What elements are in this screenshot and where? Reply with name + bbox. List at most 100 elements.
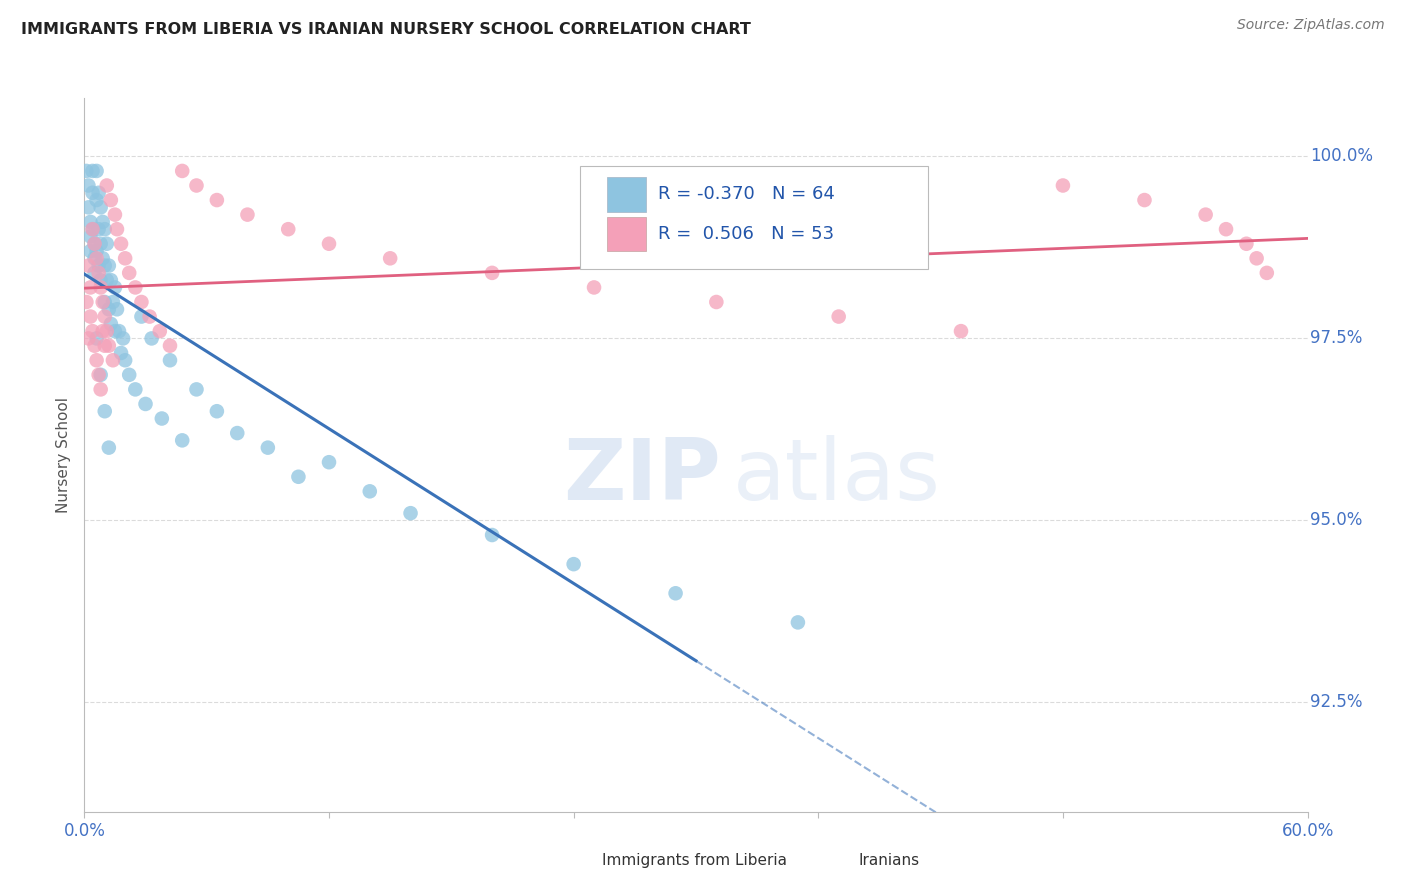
Point xyxy=(97,259,120,273)
Point xyxy=(108,324,131,338)
Point xyxy=(82,186,104,200)
Point xyxy=(87,186,110,200)
Point xyxy=(380,252,402,266)
Bar xyxy=(606,217,645,251)
Point xyxy=(172,164,194,178)
Point xyxy=(205,193,228,207)
Point xyxy=(87,266,110,280)
Text: 100.0%: 100.0% xyxy=(1310,147,1374,165)
Point xyxy=(77,200,100,214)
Point xyxy=(399,506,422,520)
Point xyxy=(97,339,120,353)
Point xyxy=(1256,266,1278,280)
Point xyxy=(79,280,101,294)
Point xyxy=(205,404,228,418)
Point xyxy=(101,295,124,310)
Point xyxy=(83,236,105,251)
Text: 97.5%: 97.5% xyxy=(1310,329,1362,347)
Point xyxy=(226,426,249,441)
Point xyxy=(118,368,141,382)
Point xyxy=(1133,193,1156,207)
Point xyxy=(86,331,108,345)
Point xyxy=(97,441,120,455)
Text: 95.0%: 95.0% xyxy=(1310,511,1362,530)
Point xyxy=(135,397,157,411)
Point xyxy=(950,324,973,338)
Point xyxy=(93,310,115,324)
Point xyxy=(186,383,208,397)
Point xyxy=(582,280,605,294)
Point xyxy=(91,215,114,229)
Point xyxy=(172,434,194,448)
Point xyxy=(112,331,135,345)
Point xyxy=(481,266,503,280)
Point xyxy=(96,236,118,251)
Point xyxy=(704,295,728,310)
Point xyxy=(93,222,115,236)
Point xyxy=(97,302,120,317)
Point xyxy=(481,528,503,542)
Point xyxy=(110,236,132,251)
Point xyxy=(257,441,280,455)
Point xyxy=(87,259,110,273)
Point xyxy=(90,273,112,287)
Point xyxy=(90,280,112,294)
Point xyxy=(90,236,112,251)
Point xyxy=(86,252,108,266)
Point xyxy=(86,244,108,258)
Point xyxy=(86,164,108,178)
Point xyxy=(104,324,127,338)
Point xyxy=(90,368,112,382)
Point xyxy=(82,222,104,236)
Point xyxy=(1195,208,1218,222)
Point xyxy=(100,273,122,287)
Bar xyxy=(606,178,645,211)
Point xyxy=(77,331,100,345)
Point xyxy=(75,164,97,178)
Point xyxy=(114,252,136,266)
Point xyxy=(82,324,104,338)
Bar xyxy=(824,849,851,871)
Point xyxy=(105,222,128,236)
Point xyxy=(96,324,118,338)
Point xyxy=(77,178,100,193)
Point xyxy=(131,310,153,324)
Point xyxy=(83,252,105,266)
Text: 92.5%: 92.5% xyxy=(1310,693,1362,712)
Point xyxy=(77,259,100,273)
Point xyxy=(104,208,127,222)
Point xyxy=(105,302,128,317)
Point xyxy=(91,252,114,266)
Point xyxy=(159,353,181,368)
Point xyxy=(1052,178,1074,193)
Point xyxy=(101,353,124,368)
Point xyxy=(93,259,115,273)
Point xyxy=(96,273,118,287)
Point xyxy=(75,295,97,310)
Point xyxy=(318,455,340,469)
FancyBboxPatch shape xyxy=(579,166,928,269)
Text: Source: ZipAtlas.com: Source: ZipAtlas.com xyxy=(1237,18,1385,32)
Point xyxy=(83,236,105,251)
Point xyxy=(138,310,160,324)
Point xyxy=(79,244,101,258)
Point xyxy=(359,484,381,499)
Point xyxy=(83,339,105,353)
Point xyxy=(827,310,849,324)
Point xyxy=(104,280,127,294)
Point xyxy=(1246,252,1268,266)
Point xyxy=(124,280,146,294)
Text: Iranians: Iranians xyxy=(859,853,920,868)
Point xyxy=(91,295,114,310)
Point xyxy=(86,353,108,368)
Point xyxy=(96,178,118,193)
Point xyxy=(141,331,163,345)
Text: R = -0.370   N = 64: R = -0.370 N = 64 xyxy=(658,186,835,203)
Point xyxy=(1234,236,1257,251)
Point xyxy=(787,615,810,630)
Point xyxy=(114,353,136,368)
Point xyxy=(1215,222,1237,236)
Text: atlas: atlas xyxy=(733,434,941,518)
Point xyxy=(664,586,686,600)
Point xyxy=(562,557,585,571)
